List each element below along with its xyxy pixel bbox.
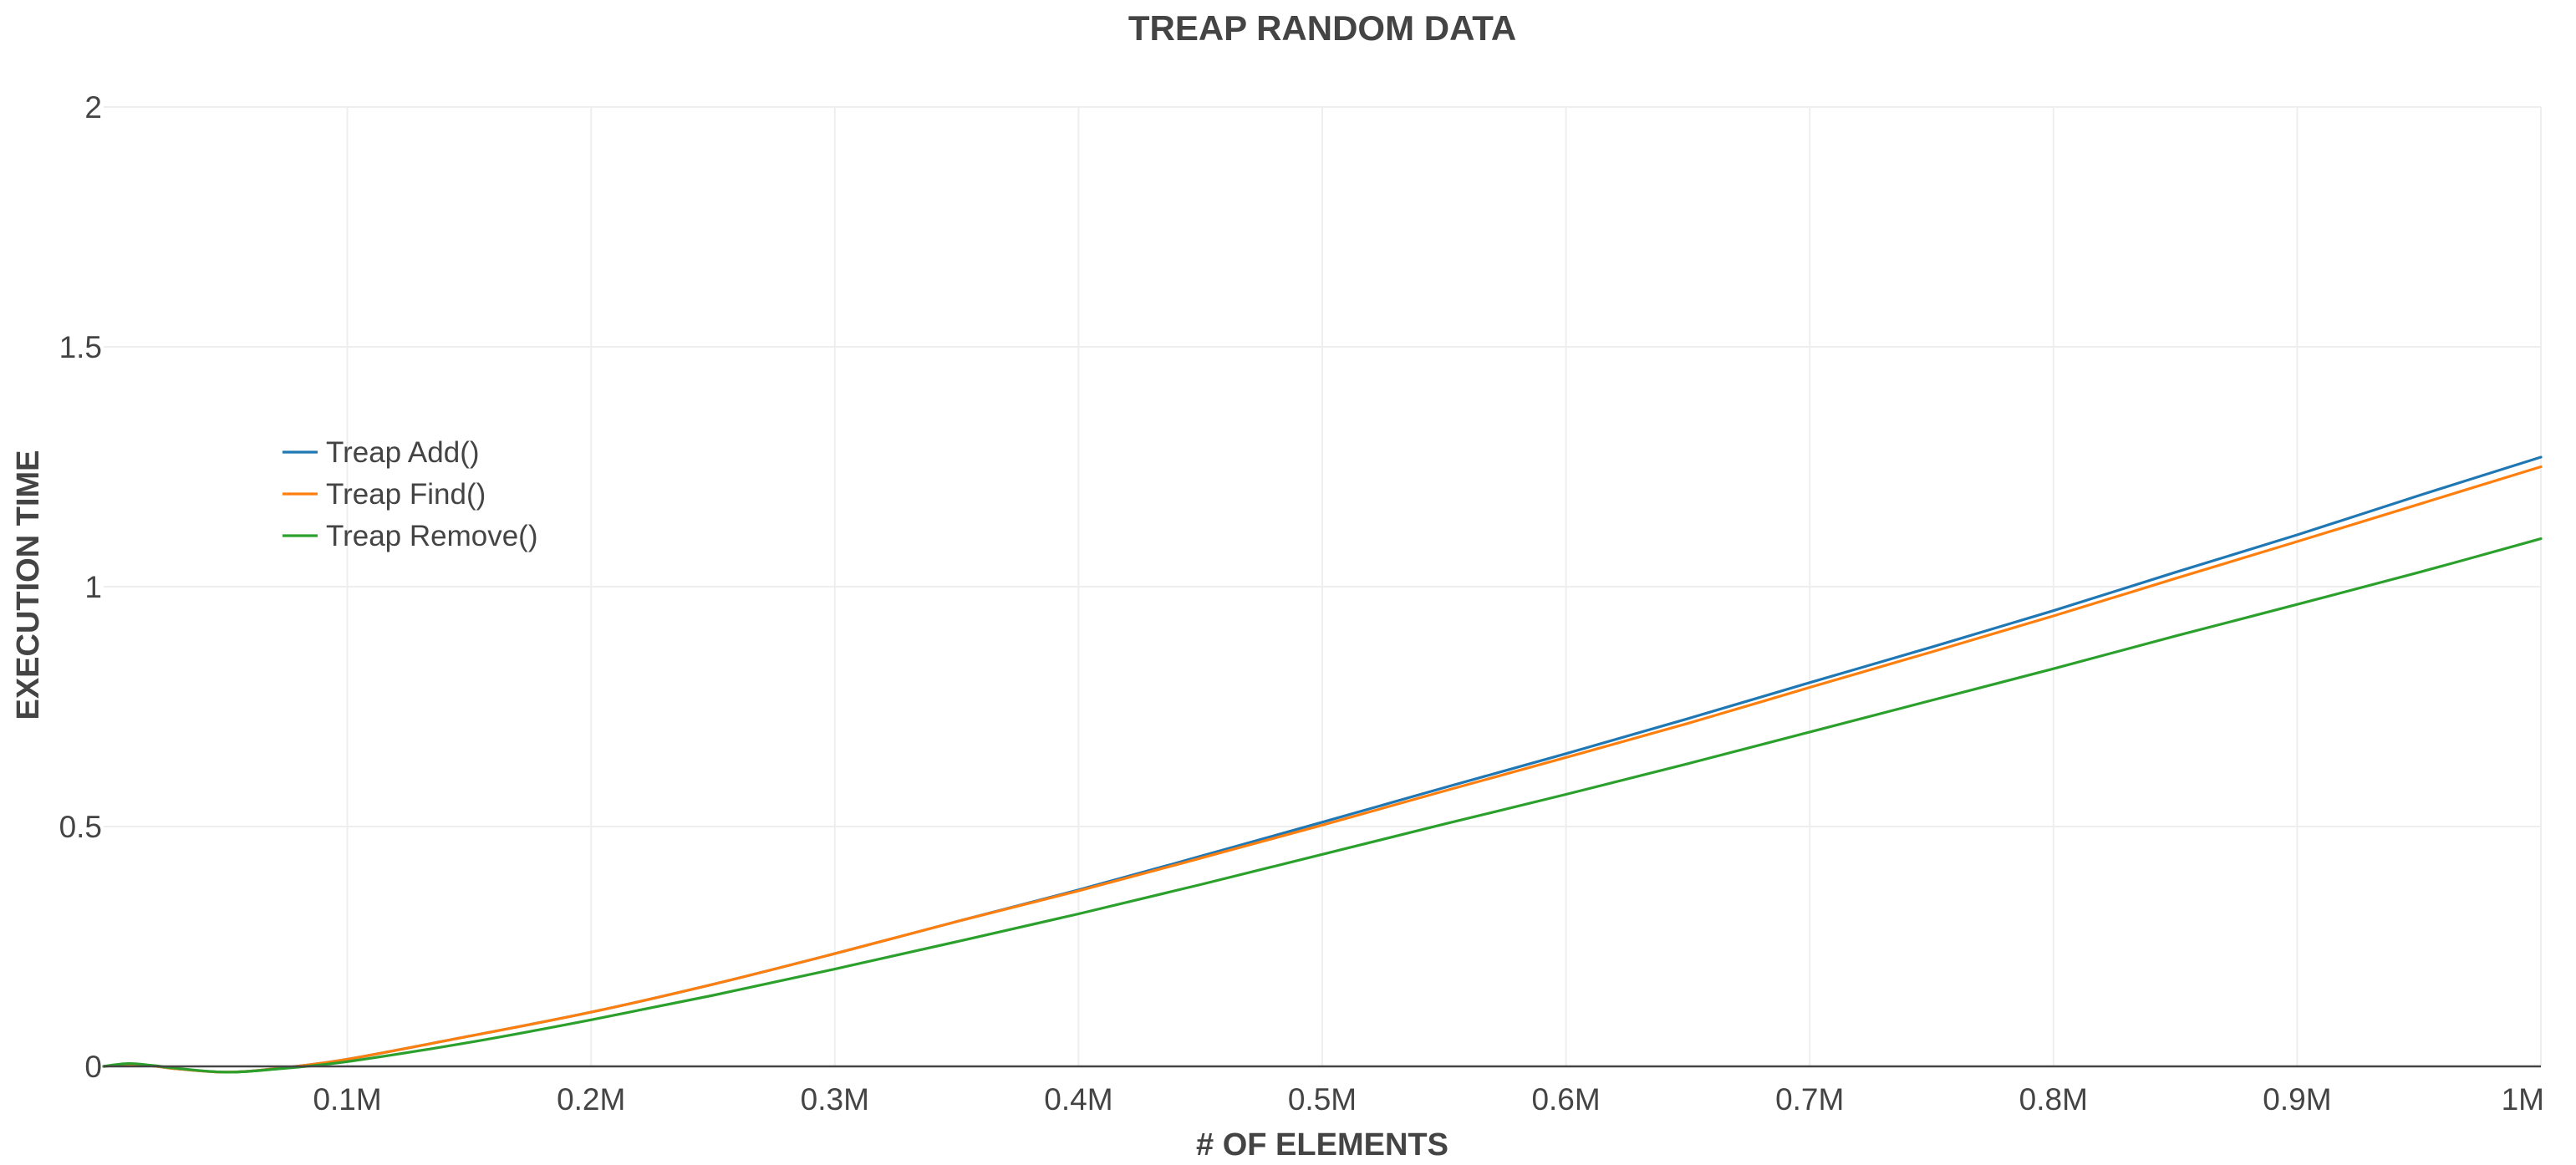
x-tick-label: 0.9M: [2263, 1082, 2331, 1117]
y-axis-title: EXECUTION TIME: [11, 450, 46, 720]
legend-label[interactable]: Treap Find(): [326, 478, 486, 511]
x-tick-label: 0.5M: [1288, 1082, 1357, 1117]
legend-label[interactable]: Treap Add(): [326, 436, 480, 469]
y-tick-labels: 0 0.5 1 1.5 2: [59, 90, 102, 1084]
x-tick-label: 1M: [2502, 1082, 2544, 1117]
x-tick-label: 0.6M: [1531, 1082, 1600, 1117]
y-tick-label: 0.5: [59, 810, 102, 844]
chart-title: TREAP RANDOM DATA: [1128, 8, 1516, 48]
x-tick-label: 0.1M: [313, 1082, 381, 1117]
x-tick-labels: 0.1M 0.2M 0.3M 0.4M 0.5M 0.6M 0.7M 0.8M 0.9M 1M: [313, 1082, 2544, 1117]
x-axis-title: # OF ELEMENTS: [1196, 1127, 1448, 1162]
legend-label[interactable]: Treap Remove(): [326, 520, 538, 552]
x-tick-label: 0.4M: [1044, 1082, 1112, 1117]
legend[interactable]: Treap Add() Treap Find() Treap Remove(): [283, 436, 538, 552]
x-tick-label: 0.3M: [801, 1082, 869, 1117]
y-tick-label: 1.5: [59, 330, 102, 364]
y-tick-label: 2: [84, 90, 102, 125]
y-tick-label: 1: [84, 570, 102, 604]
x-tick-label: 0.8M: [2019, 1082, 2088, 1117]
y-tick-label: 0: [84, 1050, 102, 1084]
x-tick-label: 0.2M: [557, 1082, 625, 1117]
gridlines: [104, 106, 2542, 1066]
x-tick-label: 0.7M: [1775, 1082, 1844, 1117]
